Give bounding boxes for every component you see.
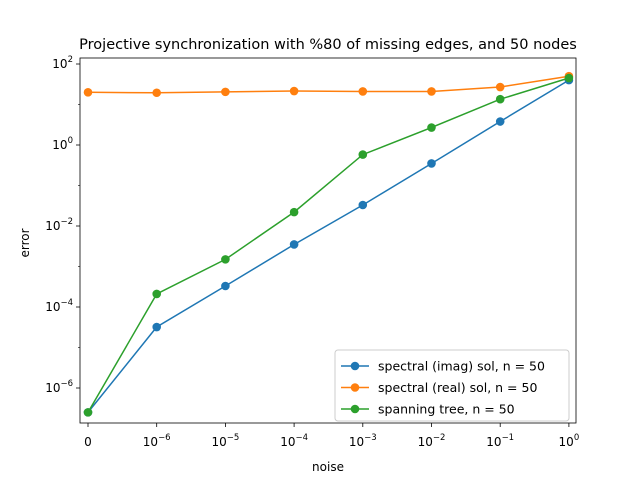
plot-area: 0 10−6 10−5 10−4 10−3 10−2 10−1 100 10−6 10−4 10−2… bbox=[45, 55, 579, 449]
y-tick-label-0: 10−6 bbox=[45, 379, 73, 395]
y-tick-label-1: 10−4 bbox=[45, 298, 73, 314]
x-tick-label-3: 10−4 bbox=[280, 433, 308, 449]
data-point-1-6 bbox=[495, 82, 505, 92]
series-line-2 bbox=[87, 77, 570, 413]
legend-label-2: spanning tree, n = 50 bbox=[378, 402, 515, 417]
data-point-2-0 bbox=[83, 408, 93, 417]
data-point-0-1 bbox=[152, 322, 161, 332]
series-line-1 bbox=[87, 75, 570, 94]
y-axis-label: error bbox=[18, 228, 32, 257]
x-tick-label-4: 10−3 bbox=[349, 433, 377, 449]
data-point-1-2 bbox=[221, 87, 230, 97]
data-point-2-2 bbox=[221, 255, 230, 264]
data-point-1-1 bbox=[152, 88, 161, 98]
legend-label-0: spectral (imag) sol, n = 50 bbox=[378, 359, 545, 374]
data-point-1-0 bbox=[83, 88, 93, 97]
data-point-2-3 bbox=[289, 207, 299, 217]
data-point-2-6 bbox=[495, 94, 505, 104]
legend-box bbox=[334, 349, 570, 422]
x-tick-label-5: 10−2 bbox=[418, 433, 446, 449]
x-tick-label-0: 0 bbox=[84, 435, 92, 449]
data-point-0-2 bbox=[221, 281, 230, 291]
legend-marker-0 bbox=[350, 361, 360, 371]
legend-marker-2 bbox=[350, 404, 360, 414]
data-point-0-5 bbox=[427, 159, 436, 168]
data-point-0-3 bbox=[289, 240, 299, 249]
data-point-2-1 bbox=[152, 289, 161, 299]
y-tick-label-2: 10−2 bbox=[45, 217, 73, 233]
chart-title: Projective synchronization with %80 of m… bbox=[79, 37, 577, 53]
y-tick-label-3: 100 bbox=[52, 136, 73, 152]
data-point-2-5 bbox=[427, 123, 436, 132]
x-tick-label-7: 100 bbox=[559, 433, 580, 449]
legend-marker-1 bbox=[350, 383, 360, 392]
axes-frame bbox=[79, 57, 577, 424]
data-point-2-7 bbox=[564, 73, 574, 83]
y-tick-label-4: 102 bbox=[52, 55, 73, 71]
x-tick-label-2: 10−5 bbox=[211, 433, 239, 449]
x-axis-label: noise bbox=[312, 460, 344, 474]
data-point-1-5 bbox=[427, 87, 436, 96]
legend: spectral (imag) sol, n = 50 spectral (rea… bbox=[334, 349, 570, 422]
legend-label-1: spectral (real) sol, n = 50 bbox=[378, 380, 537, 395]
x-tick-label-1: 10−6 bbox=[143, 433, 171, 449]
data-point-1-3 bbox=[289, 86, 299, 96]
series-line-0 bbox=[87, 79, 570, 413]
x-tick-label-6: 10−1 bbox=[486, 433, 514, 449]
data-point-0-6 bbox=[495, 117, 505, 126]
data-point-0-4 bbox=[358, 200, 368, 210]
data-point-1-4 bbox=[358, 87, 368, 96]
data-point-2-4 bbox=[358, 150, 368, 159]
